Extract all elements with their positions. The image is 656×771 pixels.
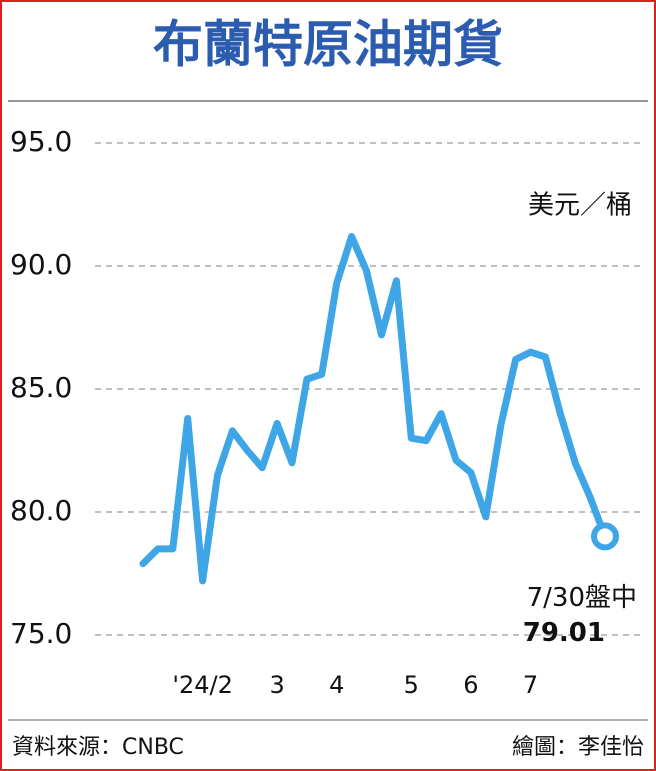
x-tick-label: 6 bbox=[463, 671, 478, 699]
y-tick-label: 80.0 bbox=[10, 494, 72, 527]
y-tick-label: 75.0 bbox=[10, 617, 72, 650]
value-label: 79.01 bbox=[523, 618, 605, 648]
credit: 繪圖：李佳怡 bbox=[512, 735, 644, 760]
y-tick-label: 85.0 bbox=[10, 371, 72, 404]
x-tick-label: 3 bbox=[269, 671, 284, 699]
end-point bbox=[591, 522, 619, 551]
x-tick-label: '24/2 bbox=[172, 671, 233, 699]
y-tick-label: 90.0 bbox=[10, 248, 72, 281]
unit-label: 美元／桶 bbox=[528, 191, 632, 221]
x-tick-label: 4 bbox=[329, 671, 344, 699]
price-line bbox=[139, 233, 609, 585]
annotation: 7/30盤中 bbox=[527, 583, 637, 613]
chart-title: 布蘭特原油期貨 bbox=[153, 16, 503, 74]
y-tick-label: 95.0 bbox=[10, 125, 72, 158]
x-tick-label: 7 bbox=[523, 671, 538, 699]
x-tick-label: 5 bbox=[404, 671, 419, 699]
source: 資料來源：CNBC bbox=[12, 735, 184, 760]
